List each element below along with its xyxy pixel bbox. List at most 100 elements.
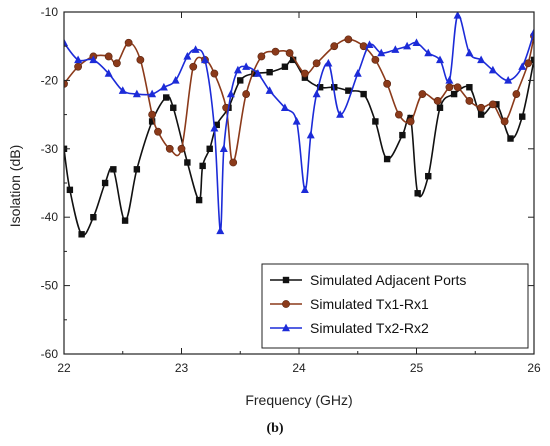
data-point [300, 69, 309, 78]
legend-item: Simulated Tx1-Rx1 [270, 296, 429, 312]
data-point [118, 86, 127, 94]
data-point [148, 110, 157, 119]
data-point [219, 144, 228, 152]
data-point [292, 117, 301, 125]
data-point [159, 82, 168, 91]
legend-marker [282, 276, 290, 284]
data-point [189, 62, 198, 71]
data-point [213, 121, 220, 129]
data-point [112, 59, 121, 68]
data-point [424, 48, 433, 57]
data-point [377, 48, 386, 57]
axis-ticks: 22 23 24 25 26 -10 -20 -30 -40 -50 -60 [41, 5, 541, 375]
data-point [530, 28, 534, 36]
data-point [445, 83, 454, 92]
data-point [226, 89, 235, 98]
series-3 [64, 12, 534, 235]
chart: 22 23 24 25 26 -10 -20 -30 -40 -50 -60 Frequency (… [7, 5, 541, 408]
legend-item: Simulated Adjacent Ports [270, 272, 466, 288]
data-point [518, 62, 527, 70]
data-point [253, 69, 262, 77]
data-point [242, 62, 251, 70]
data-point [154, 127, 162, 136]
series-line [64, 35, 534, 164]
data-point [66, 186, 74, 194]
data-point [500, 117, 509, 126]
data-point [312, 59, 321, 68]
data-point [206, 145, 213, 152]
data-point [519, 113, 526, 120]
data-point [170, 104, 177, 111]
legend-marker [282, 300, 290, 308]
data-point [229, 158, 238, 167]
data-point [171, 76, 180, 84]
data-point [233, 65, 242, 74]
data-point [353, 69, 362, 77]
data-point [210, 123, 219, 132]
data-point [394, 110, 403, 119]
x-tick-label: 23 [175, 361, 189, 375]
data-point [306, 130, 315, 139]
figure-caption: (b) [266, 421, 284, 436]
data-point [191, 45, 200, 53]
data-point [265, 86, 274, 94]
data-point [371, 55, 380, 64]
series-layer [64, 12, 534, 238]
y-axis-label: Isolation (dB) [7, 145, 23, 227]
data-point [433, 97, 442, 105]
data-point [365, 40, 374, 49]
data-point [450, 90, 458, 98]
data-point [359, 42, 368, 51]
x-tick-label: 22 [57, 361, 71, 375]
x-axis-label: Frequency (GHz) [245, 392, 352, 408]
data-point [436, 104, 444, 111]
data-point [216, 226, 225, 235]
data-point [453, 12, 462, 19]
data-point [336, 110, 345, 118]
data-point [266, 68, 273, 76]
y-tick-label: -10 [41, 5, 59, 19]
data-point [488, 65, 497, 74]
y-tick-label: -40 [41, 210, 59, 224]
data-point [210, 69, 219, 78]
data-point [183, 52, 192, 60]
y-tick-label: -30 [41, 142, 59, 156]
data-point [512, 90, 521, 98]
data-point [504, 76, 513, 84]
data-point [124, 38, 133, 47]
data-point [257, 52, 266, 61]
data-point [344, 35, 353, 44]
data-point [271, 47, 280, 56]
data-point [391, 45, 400, 53]
data-point [465, 97, 474, 105]
data-point [289, 56, 297, 64]
data-point [466, 84, 473, 91]
data-point [301, 74, 309, 81]
data-point [242, 90, 251, 98]
data-point [74, 62, 82, 71]
data-point [436, 55, 444, 64]
data-point [383, 155, 391, 163]
data-point [406, 117, 415, 126]
data-point [360, 90, 367, 98]
data-point [184, 159, 191, 166]
data-point [148, 89, 157, 98]
x-tick-label: 24 [292, 361, 306, 375]
data-point [403, 41, 412, 50]
data-point [477, 103, 486, 112]
series-2 [64, 32, 534, 167]
data-point [330, 42, 339, 51]
data-point [316, 84, 324, 91]
data-point [399, 131, 406, 139]
data-point [345, 87, 352, 94]
legend-marker [282, 323, 290, 332]
data-point [165, 144, 174, 153]
legend: Simulated Adjacent Ports Simulated Tx1-Rx… [261, 263, 529, 349]
data-point [136, 55, 145, 64]
data-point [465, 48, 474, 57]
data-point [488, 100, 497, 109]
data-point [78, 231, 85, 238]
data-point [148, 118, 156, 125]
data-point [285, 49, 294, 57]
data-point [477, 55, 486, 64]
